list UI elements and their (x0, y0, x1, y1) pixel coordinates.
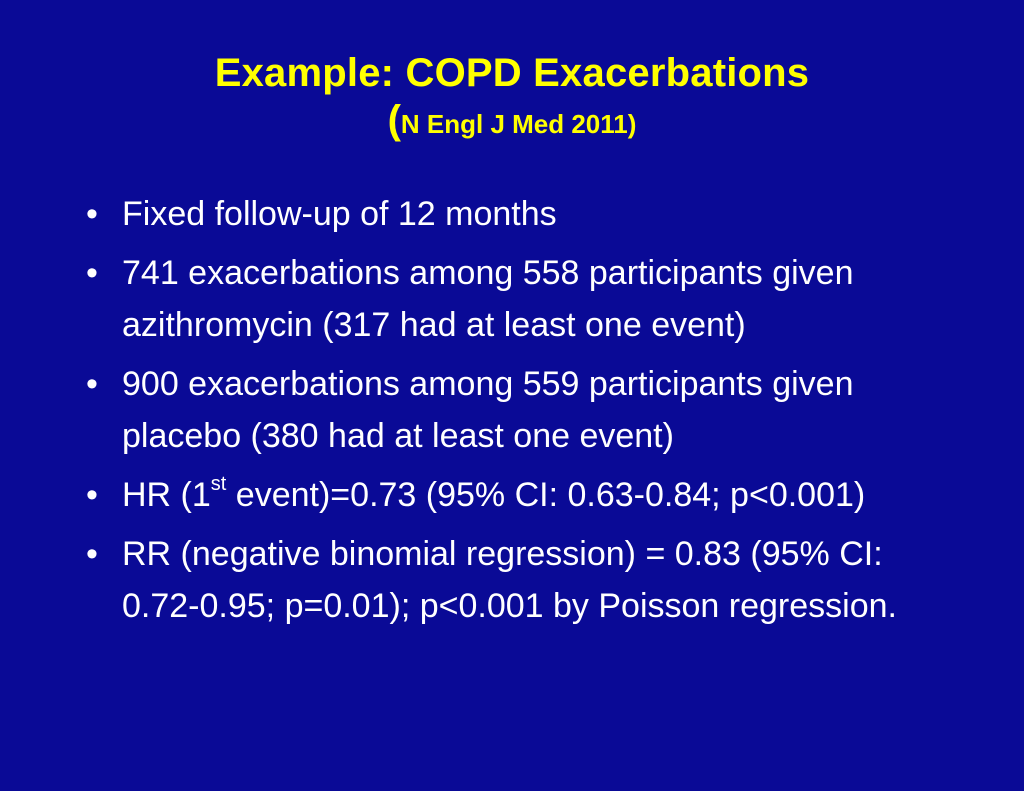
bullet-text-after: event)=0.73 (95% CI: 0.63-0.84; p<0.001) (226, 476, 866, 514)
bullet-text: RR (negative binomial regression) = 0.83… (122, 535, 897, 625)
bullet-marker: • (86, 195, 98, 233)
slide-title: Example: COPD Exacerbations (N Engl J Me… (0, 48, 1024, 149)
title-main: Example: COPD Exacerbations (214, 51, 810, 95)
bullet-text-before: HR (1 (122, 476, 211, 514)
bullet-item-rate-ratio: • RR (negative binomial regression) = 0.… (86, 528, 966, 632)
bullet-superscript: st (210, 472, 227, 495)
bullet-text: 900 exacerbations among 559 participants… (122, 365, 854, 455)
bullet-item-placebo: • 900 exacerbations among 559 participan… (86, 358, 966, 462)
bullet-text: 741 exacerbations among 558 participants… (122, 254, 854, 344)
bullet-marker: • (86, 535, 98, 573)
bullet-item-azithromycin: • 741 exacerbations among 558 participan… (86, 247, 966, 351)
title-citation-line: (N Engl J Med 2011) (0, 100, 1024, 149)
bullet-item-followup: • Fixed follow-up of 12 months (86, 188, 966, 240)
title-paren-open: ( (387, 98, 401, 142)
title-citation: N Engl J Med 2011) (400, 109, 637, 139)
bullet-list: • Fixed follow-up of 12 months • 741 exa… (86, 188, 966, 639)
bullet-item-hazard-ratio: • HR (1st event)=0.73 (95% CI: 0.63-0.84… (86, 469, 966, 521)
bullet-marker: • (86, 365, 98, 403)
bullet-marker: • (86, 254, 98, 292)
bullet-marker: • (86, 476, 98, 514)
bullet-text: Fixed follow-up of 12 months (122, 195, 557, 233)
